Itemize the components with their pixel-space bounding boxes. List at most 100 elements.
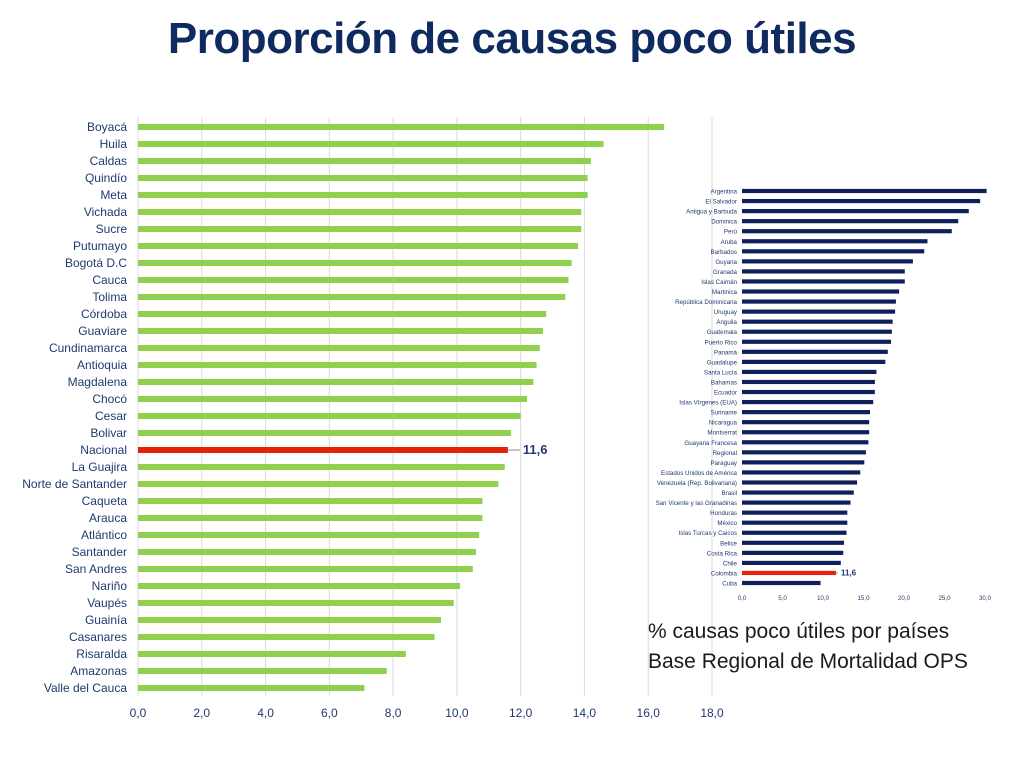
dept-bar-nacional — [138, 447, 508, 453]
country-bar-suriname — [742, 410, 870, 415]
country-category-label-guatemala: Guatemala — [707, 329, 738, 336]
country-bar-argentina — [742, 188, 987, 194]
dept-category-label-putumayo: Putumayo — [73, 239, 127, 253]
dept-x-tick-label: 12,0 — [509, 706, 533, 720]
dept-bar-amazonas — [138, 668, 387, 674]
country-category-label-dominica: Dominica — [711, 219, 737, 226]
dept-category-label-quindio: Quindío — [85, 171, 127, 185]
country-x-tick-label: 0,0 — [738, 595, 747, 602]
country-category-label-nicaragua: Nicaragua — [709, 420, 738, 427]
caption-countries: % causas poco útiles por países — [648, 620, 950, 643]
dept-x-tick-label: 18,0 — [700, 706, 724, 720]
country-bar-cuba — [742, 580, 821, 586]
dept-bar-bolivar — [138, 430, 512, 436]
country-bar-nicaragua — [742, 420, 870, 425]
dept-category-label-cesar: Cesar — [95, 409, 127, 423]
dept-category-label-caqueta: Caqueta — [82, 494, 128, 508]
country-bar-regional — [742, 450, 866, 455]
dept-category-label-sucre: Sucre — [96, 222, 128, 236]
dept-category-label-antioquia: Antioquia — [77, 358, 127, 372]
dept-x-tick-label: 2,0 — [193, 706, 210, 720]
country-category-label-aruba: Aruba — [720, 239, 737, 246]
country-bar-san-vicente-y-las-granadinas — [742, 500, 851, 505]
country-bar-honduras — [742, 510, 848, 515]
country-category-label-costa-rica: Costa Rica — [707, 550, 738, 557]
country-x-tick-label: 10,0 — [817, 595, 830, 602]
dept-bar-cundinamarca — [138, 345, 540, 351]
dept-category-label-vichada: Vichada — [84, 205, 127, 219]
country-bar-venezuela-rep-bolivariana — [742, 480, 858, 485]
dept-bar-norte-de-santander — [138, 481, 499, 487]
dept-bar-vaupes — [138, 600, 454, 606]
country-bar-uruguay — [742, 309, 896, 314]
dept-bar-guaviare — [138, 328, 543, 334]
country-category-label-panama: Panamá — [714, 349, 738, 356]
country-bar-islas-turcas-y-caicos — [742, 530, 847, 535]
country-category-label-san-vicente-y-las-granadinas: San Vicente y las Granadinas — [656, 500, 737, 507]
dept-x-tick-label: 14,0 — [573, 706, 597, 720]
country-bar-costa-rica — [742, 550, 844, 555]
dept-bar-sucre — [138, 226, 582, 232]
country-bar-republica-dominicana — [742, 299, 896, 304]
dept-bar-guainia — [138, 617, 441, 623]
country-category-label-cuba: Cuba — [722, 581, 737, 588]
country-category-label-mexico: México — [717, 520, 737, 527]
country-bar-anguila — [742, 319, 893, 324]
dept-category-label-arauca: Arauca — [89, 511, 127, 525]
country-category-label-santa-lucia: Santa Lucía — [704, 369, 738, 376]
country-bar-peru — [742, 229, 952, 234]
dept-category-label-nacional: Nacional — [80, 443, 127, 457]
dept-category-label-san-andres: San Andres — [65, 562, 127, 576]
dept-category-label-meta: Meta — [100, 188, 127, 202]
dept-bar-bogota-d-c — [138, 260, 572, 266]
dept-category-label-guainia: Guainía — [85, 613, 127, 627]
dept-category-label-tolima: Tolima — [92, 290, 127, 304]
country-category-label-montserrat: Montserrat — [707, 430, 737, 437]
country-category-label-guyana: Guyana — [715, 259, 737, 266]
dept-x-tick-label: 0,0 — [130, 706, 147, 720]
dept-bar-meta — [138, 192, 588, 198]
dept-category-label-vaupes: Vaupés — [87, 596, 127, 610]
dept-bar-boyaca — [138, 124, 665, 130]
dept-category-label-risaralda: Risaralda — [76, 647, 127, 661]
dept-category-label-norte-de-santander: Norte de Santander — [22, 477, 127, 491]
dept-category-label-guaviare: Guaviare — [78, 324, 127, 338]
dept-category-label-huila: Huila — [100, 137, 128, 151]
country-category-label-guadalupe: Guadalupe — [707, 359, 738, 366]
dept-bar-cauca — [138, 277, 569, 283]
dept-category-label-valle-del-cauca: Valle del Cauca — [44, 681, 127, 695]
dept-category-label-caldas: Caldas — [90, 154, 127, 168]
country-bar-antigua-y-barbuda — [742, 209, 969, 214]
dept-bar-casanares — [138, 634, 435, 640]
country-bar-puerto-rico — [742, 339, 892, 344]
country-bar-colombia — [742, 570, 836, 576]
dept-bar-atlantico — [138, 532, 480, 538]
dept-bar-antioquia — [138, 362, 537, 368]
dept-category-label-atlantico: Atlántico — [81, 528, 127, 542]
dept-category-label-bolivar: Bolivar — [90, 426, 127, 440]
country-x-tick-label: 25,0 — [938, 595, 951, 602]
country-bar-islas-caiman — [742, 279, 905, 284]
country-category-label-honduras: Honduras — [710, 510, 737, 517]
country-category-label-islas-virgenes-eua: Islas Vírgenes (EUA) — [679, 400, 737, 407]
country-category-label-argentina: Argentina — [711, 189, 738, 196]
country-category-label-islas-caiman: Islas Caimán — [701, 279, 737, 286]
dept-bar-caqueta — [138, 498, 483, 504]
country-bar-guadalupe — [742, 359, 886, 364]
country-bar-panama — [742, 349, 888, 354]
country-bar-estados-unidos-de-america — [742, 470, 861, 475]
dept-category-label-magdalena: Magdalena — [68, 375, 128, 389]
country-category-label-peru: Perú — [724, 229, 738, 236]
country-x-tick-label: 5,0 — [778, 595, 787, 602]
country-bar-martinica — [742, 289, 900, 294]
country-data-label-colombia: 11,6 — [841, 568, 857, 577]
country-bar-guayana-francesa — [742, 440, 869, 445]
dept-bar-la-guajira — [138, 464, 505, 470]
dept-category-label-la-guajira: La Guajira — [72, 460, 128, 474]
dept-x-tick-label: 6,0 — [321, 706, 338, 720]
dept-bar-caldas — [138, 158, 591, 164]
country-category-label-belice: Belice — [720, 540, 737, 547]
dept-category-label-cauca: Cauca — [92, 273, 127, 287]
dept-bar-tolima — [138, 294, 566, 300]
